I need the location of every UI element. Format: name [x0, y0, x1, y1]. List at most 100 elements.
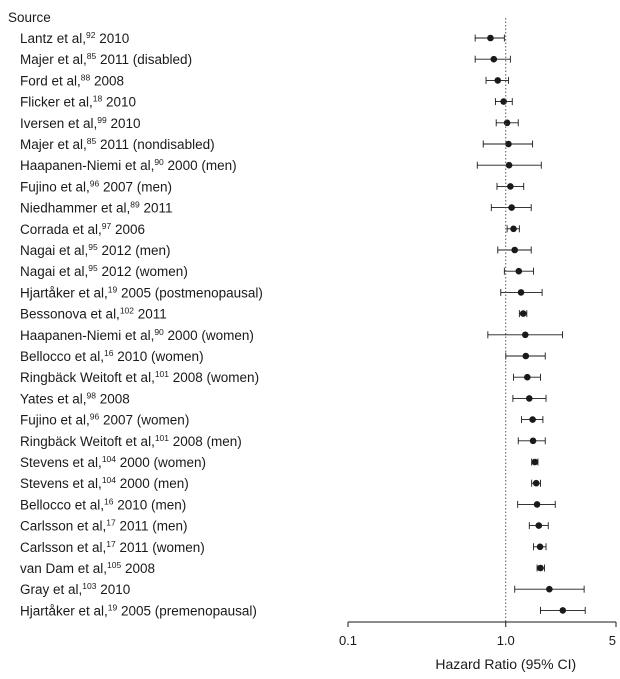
- study-row: Lantz et al,92 2010: [20, 30, 505, 46]
- study-year-group: 2010: [96, 31, 130, 46]
- study-year-group: 2008: [121, 561, 155, 576]
- study-row: van Dam et al,105 2008: [20, 560, 545, 576]
- study-author: Stevens et al,: [20, 455, 102, 470]
- study-label: Ringbäck Weitoft et al,101 2008 (men): [20, 433, 242, 449]
- study-author: Bessonova et al,: [20, 307, 120, 322]
- study-label: Carlsson et al,17 2011 (women): [20, 539, 205, 555]
- x-tick-label: 0.1: [339, 633, 357, 648]
- point-estimate: [494, 77, 502, 84]
- study-label: Haapanen-Niemi et al,90 2000 (men): [20, 157, 237, 173]
- x-axis-title: Hazard Ratio (95% CI): [435, 656, 576, 672]
- study-label: Bessonova et al,102 2011: [20, 306, 167, 322]
- study-reference-number: 16: [104, 348, 114, 358]
- point-estimate: [529, 416, 536, 423]
- point-estimate: [532, 479, 540, 487]
- x-tick-label: 1.0: [497, 633, 515, 648]
- study-label: Nagai et al,95 2012 (women): [20, 263, 188, 279]
- point-estimate: [529, 437, 537, 445]
- study-row: Corrada et al,97 2006: [20, 221, 520, 237]
- study-label: Bellocco et al,16 2010 (men): [20, 496, 186, 512]
- x-tick-label: 5: [609, 633, 616, 648]
- point-estimate: [510, 225, 517, 233]
- study-author: Bellocco et al,: [20, 497, 104, 512]
- study-year-group: 2010: [102, 95, 136, 110]
- study-author: Ringbäck Weitoft et al,: [20, 370, 155, 385]
- study-reference-number: 17: [106, 539, 116, 549]
- study-reference-number: 85: [87, 51, 97, 61]
- study-year-group: 2007 (women): [99, 413, 189, 428]
- point-estimate: [503, 119, 511, 127]
- study-reference-number: 89: [130, 200, 140, 210]
- point-estimate: [546, 585, 553, 593]
- point-estimate: [507, 183, 514, 190]
- study-rows: Lantz et al,92 2010 Majer et al,85 2011 (…: [20, 30, 586, 618]
- study-label: Flicker et al,18 2010: [20, 94, 136, 110]
- study-year-group: 2007 (men): [99, 179, 172, 194]
- study-author: Fujino et al,: [20, 413, 90, 428]
- study-reference-number: 18: [93, 94, 103, 104]
- point-estimate: [505, 140, 512, 148]
- study-row: Ford et al,88 2008: [20, 72, 509, 88]
- study-year-group: 2010: [96, 582, 130, 597]
- study-author: Bellocco et al,: [20, 349, 104, 364]
- study-row: Haapanen-Niemi et al,90 2000 (women): [20, 327, 563, 343]
- study-row: Majer et al,85 2011 (disabled): [20, 51, 511, 67]
- study-reference-number: 98: [87, 390, 97, 400]
- study-label: Carlsson et al,17 2011 (men): [20, 518, 188, 534]
- study-author: Ford et al,: [20, 73, 81, 88]
- study-year-group: 2011 (women): [116, 540, 205, 555]
- study-row: Gray et al,103 2010: [20, 581, 585, 597]
- study-row: Bellocco et al,16 2010 (women): [20, 348, 546, 364]
- study-row: Niedhammer et al,89 2011: [20, 200, 532, 216]
- study-row: Hjartåker et al,19 2005 (postmenopausal): [20, 284, 543, 300]
- study-row: Haapanen-Niemi et al,90 2000 (men): [20, 157, 542, 173]
- study-reference-number: 90: [154, 157, 164, 167]
- study-author: Corrada et al,: [20, 222, 102, 237]
- study-label: Yates et al,98 2008: [20, 390, 130, 406]
- point-estimate: [517, 289, 525, 296]
- study-reference-number: 104: [102, 454, 116, 464]
- point-estimate: [505, 161, 513, 169]
- study-year-group: 2005 (postmenopausal): [117, 285, 263, 300]
- study-reference-number: 99: [97, 115, 107, 125]
- point-estimate: [536, 543, 544, 551]
- study-year-group: 2012 (women): [98, 264, 188, 279]
- study-row: Nagai et al,95 2012 (men): [20, 242, 532, 258]
- study-reference-number: 17: [106, 518, 116, 528]
- study-reference-number: 101: [155, 433, 169, 443]
- study-reference-number: 16: [104, 496, 114, 506]
- study-label: Niedhammer et al,89 2011: [20, 200, 173, 216]
- study-author: Flicker et al,: [20, 95, 93, 110]
- point-estimate: [487, 34, 494, 42]
- study-year-group: 2011 (disabled): [96, 52, 192, 67]
- point-estimate: [521, 331, 529, 339]
- study-label: Corrada et al,97 2006: [20, 221, 145, 237]
- study-reference-number: 95: [88, 263, 98, 273]
- study-author: Hjartåker et al,: [20, 285, 108, 300]
- study-row: Carlsson et al,17 2011 (men): [20, 518, 549, 534]
- study-row: Flicker et al,18 2010: [20, 94, 513, 110]
- study-row: Fujino et al,96 2007 (women): [20, 412, 544, 428]
- study-reference-number: 104: [102, 475, 116, 485]
- study-label: Haapanen-Niemi et al,90 2000 (women): [20, 327, 254, 343]
- study-year-group: 2012 (men): [98, 243, 171, 258]
- study-author: van Dam et al,: [20, 561, 107, 576]
- study-label: Lantz et al,92 2010: [20, 30, 129, 46]
- study-label: Stevens et al,104 2000 (women): [20, 454, 206, 470]
- study-reference-number: 19: [108, 602, 118, 612]
- study-label: Bellocco et al,16 2010 (women): [20, 348, 204, 364]
- study-author: Carlsson et al,: [20, 519, 106, 534]
- study-label: Majer et al,85 2011 (disabled): [20, 51, 192, 67]
- study-label: Nagai et al,95 2012 (men): [20, 242, 171, 258]
- study-row: Ringbäck Weitoft et al,101 2008 (men): [20, 433, 546, 449]
- study-author: Haapanen-Niemi et al,: [20, 328, 154, 343]
- study-year-group: 2011 (men): [116, 519, 188, 534]
- study-row: Fujino et al,96 2007 (men): [20, 178, 525, 194]
- study-reference-number: 90: [154, 327, 164, 337]
- point-estimate: [531, 458, 539, 466]
- study-reference-number: 96: [90, 178, 100, 188]
- study-label: Hjartåker et al,19 2005 (postmenopausal): [20, 284, 263, 300]
- study-row: Majer et al,85 2011 (nondisabled): [20, 136, 534, 152]
- study-year-group: 2011 (nondisabled): [96, 137, 214, 152]
